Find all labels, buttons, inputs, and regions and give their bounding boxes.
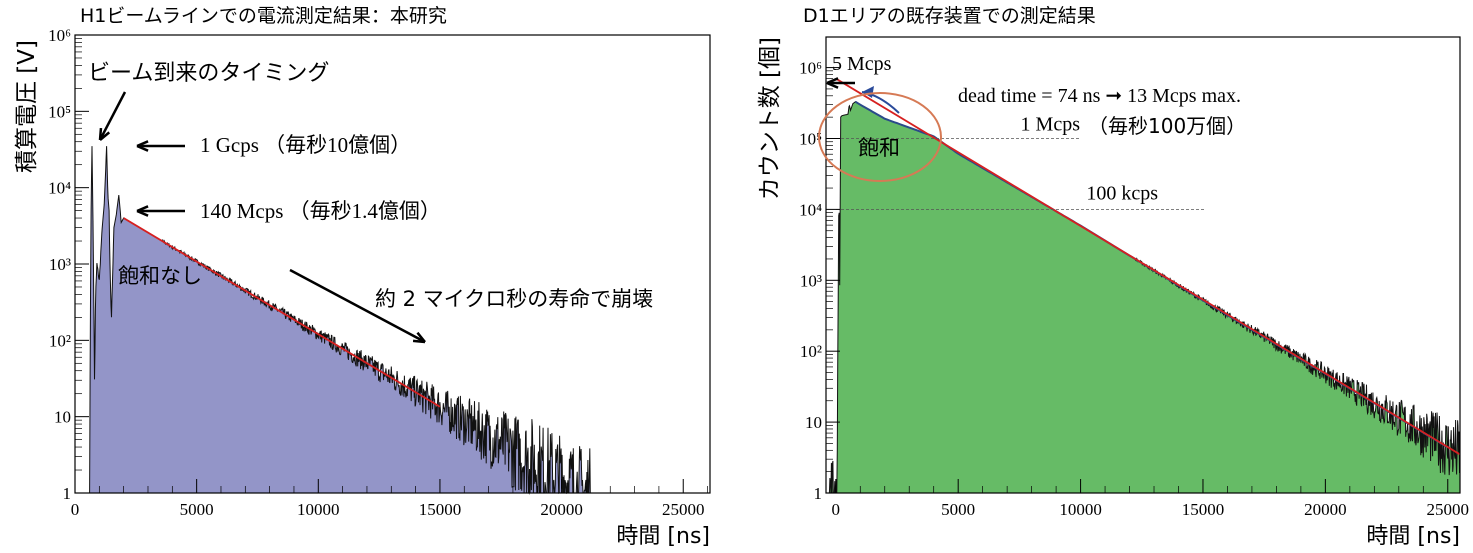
x-tick-label: 10000 [297,500,340,519]
y-tick-label: 10⁴ [799,200,822,219]
annotation-no-saturation: 飽和なし [118,264,202,288]
arrow-head [136,205,149,217]
annotation-mcps: 140 Mcps （毎秒1.4億個） [200,199,441,223]
arrow-head [136,140,149,152]
y-tick-label: 10 [54,408,71,427]
annotation-5mcps: 5 Mcps [832,53,892,75]
arrow-head [98,127,111,141]
y-tick-label: 10³ [800,271,822,290]
saturation-ellipse [818,92,942,182]
x-tick-label: 15000 [419,500,462,519]
x-axis-label: 時間 [ns] [1366,524,1460,549]
dead-time-arrow-head [862,86,874,98]
reference-label: 100 kcps [1086,182,1158,204]
left-chart: 1 10 10² 10³ 10⁴ 10⁵ 10⁶ 0 5000 10000 15000 20000 25… [14,5,711,549]
annotation-gcps: 1 Gcps （毎秒10億個） [200,133,411,157]
x-tick-label: 5000 [180,500,214,519]
y-tick-label: 10⁵ [48,102,71,121]
y-tick-label: 10² [800,342,822,361]
annotation-dead-time: dead time = 74 ns ➞ 13 Mcps max. [958,85,1241,107]
y-tick-label: 10⁶ [799,59,822,78]
y-tick-label: 10⁴ [48,179,71,198]
x-tick-label: 10000 [1059,500,1102,519]
x-tick-label: 20000 [540,500,583,519]
fit-line [123,217,441,408]
chart-title: H1ビームラインでの電流測定結果：本研究 [80,5,447,27]
y-tick-label: 1 [814,484,823,503]
x-tick-label: 5000 [941,500,975,519]
y-tick-label: 10² [49,331,71,350]
annotation-decay: 約 2 マイクロ秒の寿命で崩壊 [375,287,653,311]
x-tick-label: 0 [71,500,80,519]
arrow-line [289,268,426,344]
annotation-saturation: 飽和 [858,136,900,160]
x-tick-label: 0 [832,500,841,519]
annotation-beam: ビーム到来のタイミング [88,61,329,86]
plot-frame [825,36,1461,494]
x-tick-label: 25000 [662,500,705,519]
histogram-fill [89,146,591,493]
x-tick-label: 15000 [1182,500,1225,519]
reference-label: 1 Mcps [1021,113,1081,135]
histogram-fill [828,101,1460,493]
y-tick-label: 1 [63,484,72,503]
annotation-per-second: （毎秒100万個） [1088,114,1246,138]
y-tick-label: 10⁶ [48,26,71,45]
arrow-head [826,77,839,89]
chart-title: D1エリアの既存装置での測定結果 [803,5,1096,27]
x-tick-label: 20000 [1304,500,1347,519]
right-chart: 1 Mcps 100 kcps 1 10 10² 10³ 10⁴ 10⁵ 10⁶ 0 5000 100… [757,5,1469,549]
x-tick-label: 25000 [1427,500,1470,519]
y-axis-label: カウント数 [個] [757,37,783,200]
arrow-line [98,91,127,141]
y-tick-label: 10 [805,413,822,432]
y-tick-label: 10⁵ [799,129,822,148]
arrow-head [412,331,426,344]
y-axis-label: 積算電圧 [V] [14,40,40,173]
annotations: ビーム到来のタイミング 1 Gcps （毎秒10億個） 140 Mcps （毎秒1.… [88,53,1246,344]
y-tick-label: 10³ [49,255,71,274]
x-axis-label: 時間 [ns] [616,524,710,549]
